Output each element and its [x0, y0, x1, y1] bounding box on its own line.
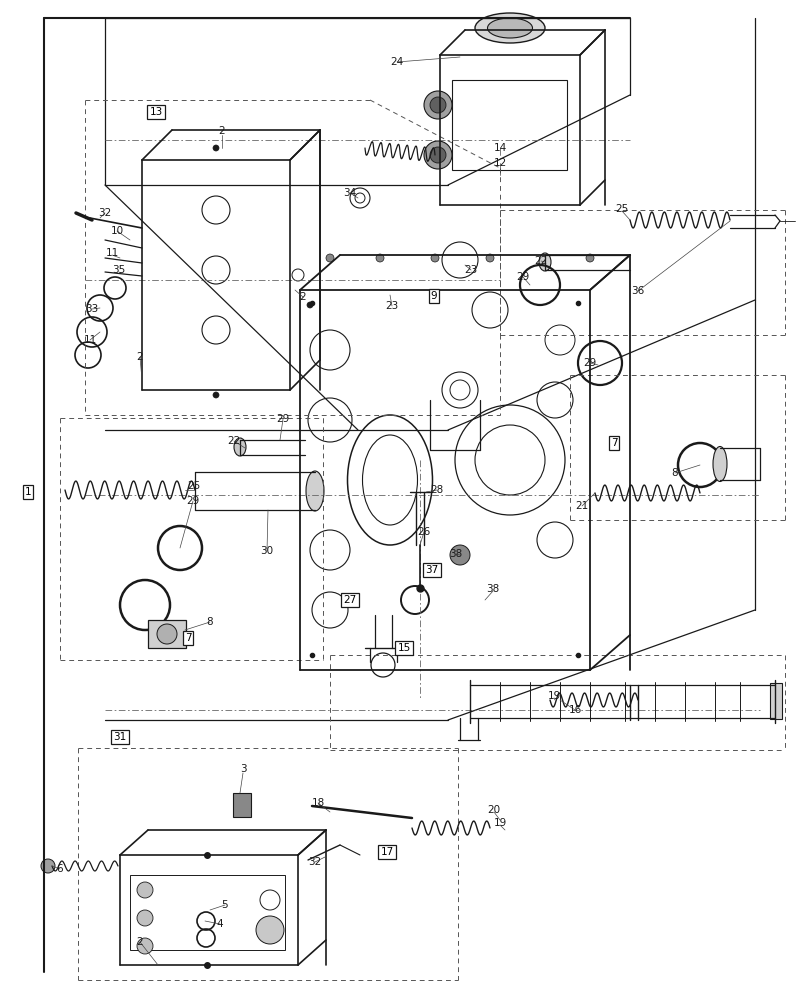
Text: 1: 1: [25, 487, 32, 497]
Text: 25: 25: [187, 481, 200, 491]
Text: 14: 14: [494, 143, 507, 153]
Text: 25: 25: [616, 204, 629, 214]
Text: 31: 31: [113, 732, 127, 742]
Ellipse shape: [306, 471, 324, 511]
Text: 19: 19: [494, 818, 507, 828]
Text: 17: 17: [381, 847, 393, 857]
Text: 20: 20: [487, 805, 501, 815]
Text: 2: 2: [300, 292, 306, 302]
Text: 18: 18: [311, 798, 325, 808]
Text: 27: 27: [343, 595, 356, 605]
Text: 38: 38: [486, 584, 499, 594]
Ellipse shape: [713, 446, 727, 482]
Text: 7: 7: [611, 438, 617, 448]
Ellipse shape: [234, 438, 246, 456]
Text: 36: 36: [631, 286, 645, 296]
Circle shape: [157, 624, 177, 644]
Text: 4: 4: [217, 919, 223, 929]
Circle shape: [137, 938, 153, 954]
Text: 5: 5: [221, 900, 229, 910]
Text: 9: 9: [431, 291, 437, 301]
Text: 32: 32: [99, 208, 112, 218]
Circle shape: [307, 302, 313, 308]
Text: 6: 6: [57, 864, 63, 874]
Circle shape: [486, 254, 494, 262]
Text: 29: 29: [516, 272, 529, 282]
Text: 21: 21: [575, 501, 588, 511]
Text: 24: 24: [390, 57, 404, 67]
Text: 38: 38: [449, 549, 463, 559]
Ellipse shape: [475, 13, 545, 43]
Bar: [770, 683, 782, 719]
Text: 35: 35: [112, 265, 125, 275]
Circle shape: [424, 91, 452, 119]
Ellipse shape: [487, 18, 532, 38]
Text: 30: 30: [260, 546, 274, 556]
Text: 16: 16: [568, 705, 582, 715]
Text: 13: 13: [149, 107, 162, 117]
Circle shape: [431, 254, 439, 262]
Text: 29: 29: [187, 496, 200, 506]
Circle shape: [376, 254, 384, 262]
Text: 37: 37: [425, 565, 439, 575]
Bar: [452, 80, 567, 170]
Text: 33: 33: [86, 304, 99, 314]
Bar: [233, 793, 251, 817]
Text: 34: 34: [343, 188, 356, 198]
Text: 26: 26: [418, 527, 431, 537]
Circle shape: [137, 910, 153, 926]
Text: 32: 32: [309, 857, 322, 867]
Bar: [148, 620, 186, 648]
Text: 7: 7: [185, 633, 191, 643]
Circle shape: [213, 145, 219, 151]
Circle shape: [137, 882, 153, 898]
Circle shape: [430, 147, 446, 163]
Text: 29: 29: [583, 358, 596, 368]
Circle shape: [541, 254, 549, 262]
Text: 2: 2: [137, 937, 143, 947]
Text: 10: 10: [111, 226, 124, 236]
Text: 2: 2: [137, 352, 143, 362]
Text: 28: 28: [431, 485, 444, 495]
Text: 29: 29: [276, 414, 289, 424]
Text: 8: 8: [671, 468, 678, 478]
Text: 22: 22: [227, 436, 241, 446]
Text: 23: 23: [465, 265, 478, 275]
Circle shape: [326, 254, 334, 262]
Text: 15: 15: [398, 643, 410, 653]
Bar: [130, 875, 285, 950]
Circle shape: [256, 916, 284, 944]
Text: 12: 12: [494, 158, 507, 168]
Circle shape: [41, 859, 55, 873]
Circle shape: [450, 545, 470, 565]
Text: 23: 23: [385, 301, 398, 311]
Circle shape: [430, 97, 446, 113]
Text: 22: 22: [534, 256, 548, 266]
Text: 2: 2: [219, 126, 225, 136]
Text: 8: 8: [207, 617, 213, 627]
Text: 11: 11: [105, 248, 119, 258]
Ellipse shape: [539, 253, 551, 271]
Text: 19: 19: [547, 691, 561, 701]
Circle shape: [586, 254, 594, 262]
Text: 3: 3: [240, 764, 246, 774]
Circle shape: [213, 392, 219, 398]
Text: 11: 11: [83, 335, 97, 345]
Circle shape: [424, 141, 452, 169]
